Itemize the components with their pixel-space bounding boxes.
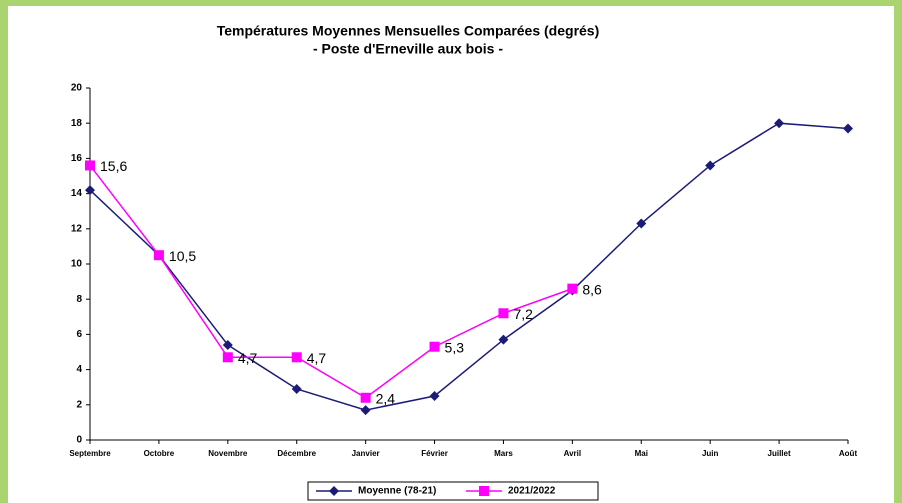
data-point xyxy=(291,352,302,363)
data-point xyxy=(291,383,302,394)
data-label: 10,5 xyxy=(169,248,196,264)
series-line xyxy=(89,164,573,399)
legend-marker xyxy=(329,486,339,496)
y-tick-label: 10 xyxy=(71,259,83,270)
data-label: 4,7 xyxy=(307,350,327,366)
data-point xyxy=(636,218,647,229)
y-tick-label: 12 xyxy=(71,223,83,234)
x-tick-label: Avril xyxy=(564,449,582,458)
data-point xyxy=(567,283,578,294)
x-tick-label: Juin xyxy=(702,449,719,458)
data-point xyxy=(429,391,440,401)
data-point xyxy=(85,160,95,171)
data-point xyxy=(360,392,371,403)
y-tick-label: 4 xyxy=(76,364,82,375)
data-point xyxy=(705,160,716,171)
legend-marker xyxy=(479,486,489,496)
x-tick-label: Août xyxy=(839,449,858,458)
data-label: 15,6 xyxy=(100,158,127,174)
y-tick-label: 8 xyxy=(76,294,82,305)
series-line xyxy=(89,122,849,411)
data-label: 4,7 xyxy=(238,350,258,366)
data-point xyxy=(222,339,233,350)
x-tick-label: Décembre xyxy=(277,449,316,458)
x-tick-label: Novembre xyxy=(208,449,248,458)
data-point xyxy=(222,352,233,363)
data-point xyxy=(498,308,509,319)
y-tick-label: 2 xyxy=(76,399,82,410)
data-point xyxy=(360,405,371,416)
y-tick-label: 6 xyxy=(76,329,82,340)
data-point xyxy=(843,123,853,134)
data-label: 5,3 xyxy=(445,339,465,355)
data-point xyxy=(498,334,509,345)
chart-frame: Températures Moyennes Mensuelles Comparé… xyxy=(8,6,894,503)
legend-box xyxy=(307,481,599,501)
y-tick-label: 16 xyxy=(71,153,83,164)
x-tick-label: Février xyxy=(421,449,448,458)
x-tick-label: Octobre xyxy=(144,449,175,458)
chart-title: Températures Moyennes Mensuelles Comparé… xyxy=(217,23,600,39)
data-point xyxy=(774,118,785,129)
data-label: 2,4 xyxy=(376,390,396,406)
chart-subtitle: - Poste d'Erneville aux bois - xyxy=(313,41,503,57)
x-tick-label: Janvier xyxy=(352,449,380,458)
x-tick-label: Mai xyxy=(635,449,648,458)
y-tick-label: 18 xyxy=(71,118,83,129)
data-point xyxy=(85,185,95,196)
data-label: 7,2 xyxy=(513,306,533,322)
x-tick-label: Septembre xyxy=(69,449,111,458)
y-tick-label: 0 xyxy=(76,435,82,446)
legend-label: Moyenne (78-21) xyxy=(358,486,436,497)
data-point xyxy=(429,341,440,352)
x-tick-label: Juillet xyxy=(768,449,791,458)
x-tick-label: Mars xyxy=(494,449,513,458)
y-tick-label: 14 xyxy=(71,188,83,199)
y-tick-label: 20 xyxy=(71,83,83,94)
data-point xyxy=(153,250,164,261)
chart: Températures Moyennes Mensuelles Comparé… xyxy=(69,23,858,501)
legend-label: 2021/2022 xyxy=(508,486,556,497)
data-label: 8,6 xyxy=(582,281,602,297)
